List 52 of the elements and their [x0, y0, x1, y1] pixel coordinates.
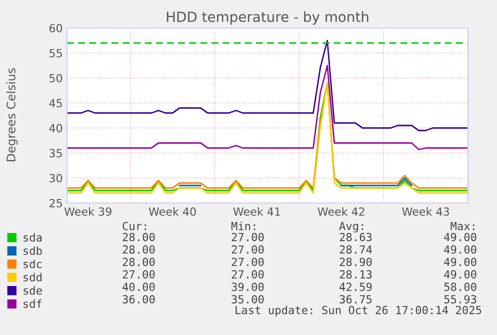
- line-series: [67, 64, 468, 150]
- text: 36.75: [340, 295, 372, 304]
- line-series: [67, 40, 468, 132]
- text: 28.00: [122, 232, 155, 242]
- y-tick-label: 40: [49, 124, 62, 132]
- text: 28.13: [340, 270, 372, 279]
- legend-label: sda: [24, 233, 42, 242]
- text: 42.59: [340, 282, 372, 292]
- chart-title: HDD temperature - by month: [166, 11, 368, 25]
- x-tick-label: Week 41: [233, 207, 280, 216]
- text: 27.00: [122, 270, 155, 279]
- text: Last update: Sun Oct 26 17:00:14 2025: [236, 306, 482, 316]
- legend-label: sdb: [24, 246, 42, 255]
- y-tick-label: 45: [49, 99, 62, 108]
- y-tick-label: 60: [49, 24, 62, 32]
- text: 49.00: [444, 270, 476, 279]
- x-tick-label: Week 39: [64, 207, 112, 216]
- y-tick-label: 35: [50, 148, 62, 158]
- text: 39.00: [232, 282, 264, 292]
- text: Avg:: [339, 222, 364, 232]
- y-tick-label: 30: [50, 174, 62, 182]
- x-tick-label: Week 40: [148, 207, 196, 216]
- x-tick-label: Week 42: [318, 207, 364, 216]
- y-axis-title: Degrees Celsius: [6, 68, 18, 162]
- legend-label: sdf: [24, 299, 42, 308]
- legend-label: sdd: [24, 272, 42, 282]
- text: 40.00: [122, 282, 155, 292]
- text: 49.00: [444, 258, 476, 266]
- text: 27.00: [232, 232, 264, 242]
- text: Cur:: [122, 222, 146, 230]
- text: 58.00: [444, 282, 476, 292]
- legend-label: sde: [24, 286, 42, 295]
- text: 36.00: [122, 295, 155, 304]
- text: 28.74: [340, 245, 372, 254]
- text: 49.00: [444, 245, 476, 254]
- text: 35.00: [232, 295, 264, 304]
- text: 28.90: [340, 258, 372, 266]
- text: 28.63: [340, 232, 372, 242]
- text: Max:: [450, 222, 474, 230]
- text: 27.00: [232, 270, 264, 279]
- text: 55.93: [444, 295, 476, 304]
- text: 27.00: [232, 258, 264, 266]
- x-tick-label: Week 43: [402, 207, 449, 216]
- text: 27.00: [232, 245, 264, 254]
- text: 49.00: [444, 232, 476, 242]
- y-tick-label: 50: [50, 74, 62, 82]
- text: 28.00: [122, 245, 155, 254]
- text: Min:: [231, 222, 256, 230]
- text: 28.00: [122, 258, 155, 266]
- y-tick-label: 25: [50, 198, 62, 208]
- legend-label: sdc: [24, 260, 42, 268]
- y-tick-label: 55: [50, 49, 62, 58]
